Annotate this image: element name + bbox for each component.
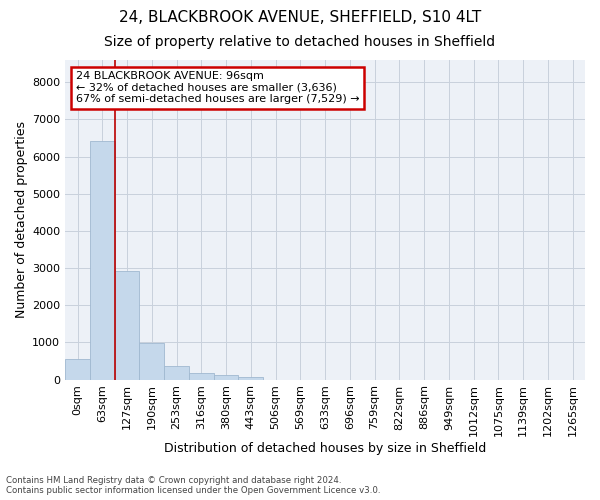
Bar <box>164 366 189 380</box>
Bar <box>214 376 238 380</box>
Bar <box>65 359 90 380</box>
Bar <box>238 376 263 380</box>
Bar <box>90 142 115 380</box>
Bar <box>189 373 214 380</box>
Text: 24, BLACKBROOK AVENUE, SHEFFIELD, S10 4LT: 24, BLACKBROOK AVENUE, SHEFFIELD, S10 4L… <box>119 10 481 25</box>
X-axis label: Distribution of detached houses by size in Sheffield: Distribution of detached houses by size … <box>164 442 486 455</box>
Text: 24 BLACKBROOK AVENUE: 96sqm
← 32% of detached houses are smaller (3,636)
67% of : 24 BLACKBROOK AVENUE: 96sqm ← 32% of det… <box>76 71 359 104</box>
Text: Contains HM Land Registry data © Crown copyright and database right 2024.
Contai: Contains HM Land Registry data © Crown c… <box>6 476 380 495</box>
Bar <box>139 343 164 380</box>
Text: Size of property relative to detached houses in Sheffield: Size of property relative to detached ho… <box>104 35 496 49</box>
Y-axis label: Number of detached properties: Number of detached properties <box>15 122 28 318</box>
Bar <box>115 271 139 380</box>
